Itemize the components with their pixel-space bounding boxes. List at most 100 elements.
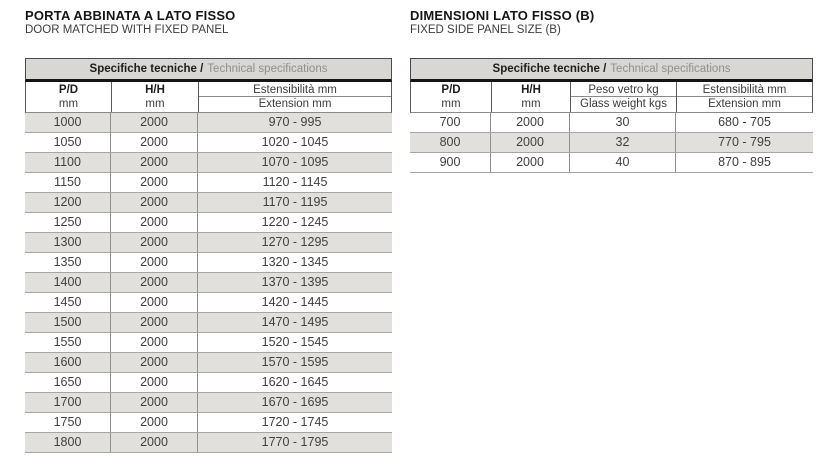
table-cell: 2000 (110, 433, 197, 452)
table-cell: 2000 (110, 213, 197, 232)
table-cell: 1550 (53, 335, 82, 349)
column-header-line2: Extension mm (258, 98, 332, 110)
left-column-headers: P/D mm H/H mm Estensibilità mm Extension mm (25, 82, 392, 113)
table-cell: 1750 (53, 415, 82, 429)
table-cell: 40 (569, 153, 675, 172)
table-row: 1750 2000 1720 - 1745 (25, 412, 392, 432)
table-cell: 1100 (54, 155, 81, 169)
table-cell: 2000 (490, 153, 569, 172)
table-cell: 870 - 895 (675, 153, 813, 172)
right-column-headers: P/D mm H/H mm Peso vetro kg Glass weight kgs E… (410, 82, 813, 113)
column-header-line2: mm (58, 98, 79, 110)
table-cell: 1570 - 1595 (197, 353, 392, 372)
left-spec-header-bar: Specifiche tecniche / Technical specifica… (25, 58, 392, 82)
table-row: 1350 2000 1320 - 1345 (25, 252, 392, 272)
right-table-subtitle: FIXED SIDE PANEL SIZE (B) (410, 24, 561, 36)
table-row: 1200 2000 1170 - 1195 (25, 192, 392, 212)
column-header-line2: mm (145, 98, 165, 110)
table-cell: 1370 - 1395 (197, 273, 392, 292)
table-cell: 2000 (110, 413, 197, 432)
column-header: Estensibilità mm Extension mm (198, 82, 391, 112)
column-header: Peso vetro kg Glass weight kgs (570, 82, 676, 112)
table-cell: 1520 - 1545 (197, 333, 392, 352)
table-cell: 30 (569, 113, 675, 132)
table-cell: 800 (439, 135, 461, 149)
table-cell: 1620 - 1645 (197, 373, 392, 392)
spec-header-english: Technical specifications (610, 63, 731, 75)
table-cell: 2000 (110, 373, 197, 392)
right-table-body: 700 2000 30 680 - 705 800 2000 32 770 - 795 900 2… (410, 113, 813, 173)
column-header: H/H mm (491, 82, 570, 112)
table-cell: 2000 (110, 173, 197, 192)
table-cell: 2000 (110, 233, 197, 252)
door-with-fixed-panel-table: PORTA ABBINATA A LATO FISSO DOOR MATCHED… (25, 8, 392, 453)
column-header-line2: Glass weight kgs (580, 98, 667, 110)
table-cell: 2000 (490, 133, 569, 152)
fixed-side-panel-table: DIMENSIONI LATO FISSO (B) FIXED SIDE PAN… (410, 8, 813, 173)
table-cell: 1770 - 1795 (197, 433, 392, 452)
column-header-line1: P/D (58, 84, 79, 96)
table-cell: 1470 - 1495 (197, 313, 392, 332)
column-header: Estensibilità mm Extension mm (676, 82, 812, 112)
column-header-line1: H/H (145, 84, 165, 96)
table-cell: 1670 - 1695 (197, 393, 392, 412)
table-cell: 700 (439, 115, 461, 129)
table-cell: 32 (569, 133, 675, 152)
table-row: 1400 2000 1370 - 1395 (25, 272, 392, 292)
right-spec-header-bar: Specifiche tecniche / Technical specifica… (410, 58, 813, 82)
left-table-subtitle: DOOR MATCHED WITH FIXED PANEL (25, 24, 229, 36)
table-cell: 1050 (53, 135, 82, 149)
table-cell: 1450 (53, 295, 82, 309)
table-cell: 1420 - 1445 (197, 293, 392, 312)
table-cell: 2000 (110, 153, 197, 172)
table-cell: 1300 (53, 235, 82, 249)
column-header-line1: H/H (521, 84, 541, 96)
table-row: 1700 2000 1670 - 1695 (25, 392, 392, 412)
table-cell: 1800 (53, 435, 82, 449)
table-cell: 1270 - 1295 (197, 233, 392, 252)
column-header-line2: mm (441, 98, 461, 110)
column-header-line1: Peso vetro kg (571, 82, 676, 97)
table-cell: 1400 (53, 275, 82, 289)
right-table-title: DIMENSIONI LATO FISSO (B) (410, 8, 595, 23)
column-header: P/D mm (411, 82, 491, 112)
left-table-body: 1000 2000 970 - 995 1050 2000 1020 - 1045 1100… (25, 113, 392, 453)
table-row: 1250 2000 1220 - 1245 (25, 212, 392, 232)
column-header-line2: mm (521, 98, 541, 110)
table-row: 1000 2000 970 - 995 (25, 113, 392, 132)
table-cell: 1720 - 1745 (197, 413, 392, 432)
table-row: 1450 2000 1420 - 1445 (25, 292, 392, 312)
table-row: 700 2000 30 680 - 705 (410, 113, 813, 132)
column-header-line1: Estensibilità mm (199, 82, 391, 97)
table-cell: 1000 (53, 115, 82, 129)
column-header-line1: Estensibilità mm (677, 82, 812, 97)
table-cell: 2000 (110, 193, 197, 212)
table-cell: 1650 (53, 375, 82, 389)
left-table-title: PORTA ABBINATA A LATO FISSO (25, 8, 236, 23)
table-row: 1300 2000 1270 - 1295 (25, 232, 392, 252)
table-cell: 2000 (110, 133, 197, 152)
table-cell: 1120 - 1145 (197, 173, 392, 192)
table-cell: 2000 (110, 113, 197, 132)
table-cell: 2000 (490, 113, 569, 132)
table-cell: 2000 (110, 353, 197, 372)
table-cell: 970 - 995 (197, 113, 392, 132)
table-row: 1600 2000 1570 - 1595 (25, 352, 392, 372)
table-cell: 1200 (53, 195, 82, 209)
table-cell: 1500 (53, 315, 82, 329)
table-cell: 1170 - 1195 (197, 193, 392, 212)
spec-header-italian: Specifiche tecniche / (492, 63, 607, 75)
table-cell: 1020 - 1045 (197, 133, 392, 152)
table-cell: 2000 (110, 253, 197, 272)
table-row: 1800 2000 1770 - 1795 (25, 432, 392, 452)
table-cell: 1600 (53, 355, 82, 369)
table-cell: 1250 (53, 215, 82, 229)
table-cell: 680 - 705 (675, 113, 813, 132)
table-row: 800 2000 32 770 - 795 (410, 132, 813, 152)
table-cell: 1150 (54, 175, 81, 189)
table-cell: 900 (439, 155, 461, 169)
table-row: 1150 2000 1120 - 1145 (25, 172, 392, 192)
table-row: 1500 2000 1470 - 1495 (25, 312, 392, 332)
table-cell: 2000 (110, 393, 197, 412)
spec-header-english: Technical specifications (207, 63, 328, 75)
